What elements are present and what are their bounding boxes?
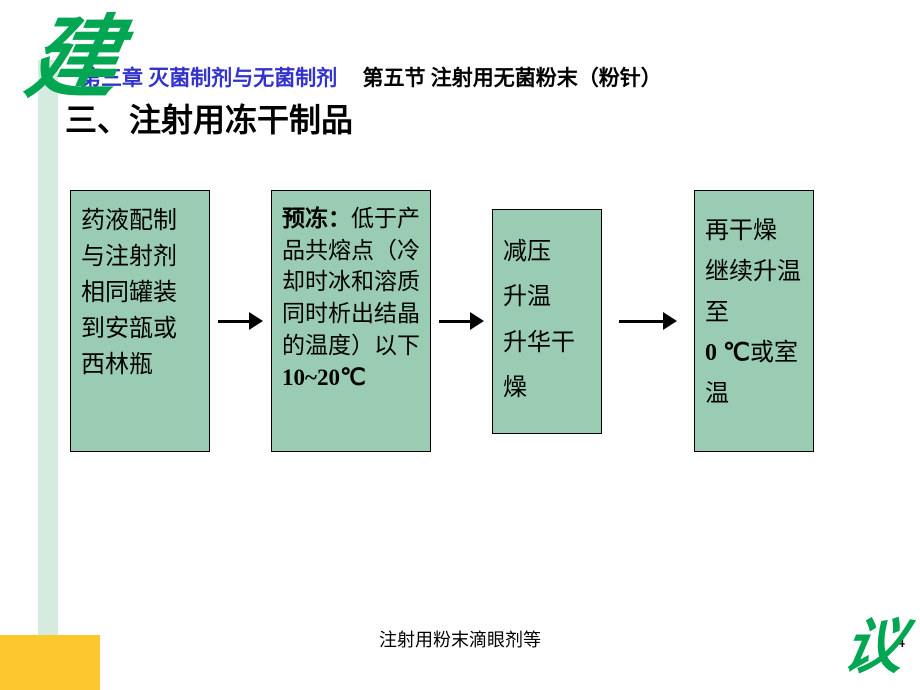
flowchart-container: 药液配制 与注射剂 相同罐装 到安瓿或 西林瓶 预冻：低于产品共熔点（冷却时冰和…: [70, 190, 814, 452]
breadcrumb: 第三章 灭菌制剂与无菌制剂 第五节 注射用无菌粉末（粉针）: [80, 62, 662, 92]
flow-node-text: 继续升温至: [705, 252, 803, 334]
footer-text: 注射用粉末滴眼剂等: [379, 626, 541, 652]
bottom-accent-block: [0, 635, 100, 690]
flow-node-text: 0 ℃或室温: [705, 333, 803, 415]
flow-node-bold-prefix: 预冻：: [282, 206, 351, 231]
flow-arrow-icon: [218, 312, 263, 330]
breadcrumb-section: 第五节 注射用无菌粉末（粉针）: [363, 66, 662, 90]
sidebar-decoration: [38, 60, 58, 690]
flow-node-text: 西林瓶: [81, 347, 199, 383]
flow-node-bold-suffix: 10~20℃: [282, 365, 366, 390]
flow-node-text: 药液配制: [81, 203, 199, 239]
flow-node-text: 升温: [503, 275, 591, 321]
flow-node-sublimation: 减压 升温 升华干燥: [492, 209, 602, 434]
flow-node-text: 相同罐装: [81, 275, 199, 311]
flow-node-text: 与注射剂: [81, 239, 199, 275]
flow-node-redry: 再干燥 继续升温至 0 ℃或室温: [694, 190, 814, 452]
flow-node-text: 预冻：低于产品共熔点（冷却时冰和溶质同时析出结晶的温度）以下10~20℃: [282, 203, 420, 393]
flow-node-prefreeze: 预冻：低于产品共熔点（冷却时冰和溶质同时析出结晶的温度）以下10~20℃: [271, 190, 431, 452]
flow-node-bold: 0 ℃: [705, 340, 750, 366]
flow-node-text: 再干燥: [705, 211, 803, 252]
logo-bottom-character: 议: [837, 598, 912, 685]
flow-node-text: 减压: [503, 230, 591, 276]
flow-node-preparation: 药液配制 与注射剂 相同罐装 到安瓿或 西林瓶: [70, 190, 210, 452]
flow-node-text: 升华干燥: [503, 321, 591, 412]
flow-arrow-icon: [618, 312, 678, 330]
flow-node-text: 到安瓿或: [81, 311, 199, 347]
breadcrumb-chapter: 第三章 灭菌制剂与无菌制剂: [80, 66, 337, 90]
flow-arrow-icon: [439, 312, 484, 330]
